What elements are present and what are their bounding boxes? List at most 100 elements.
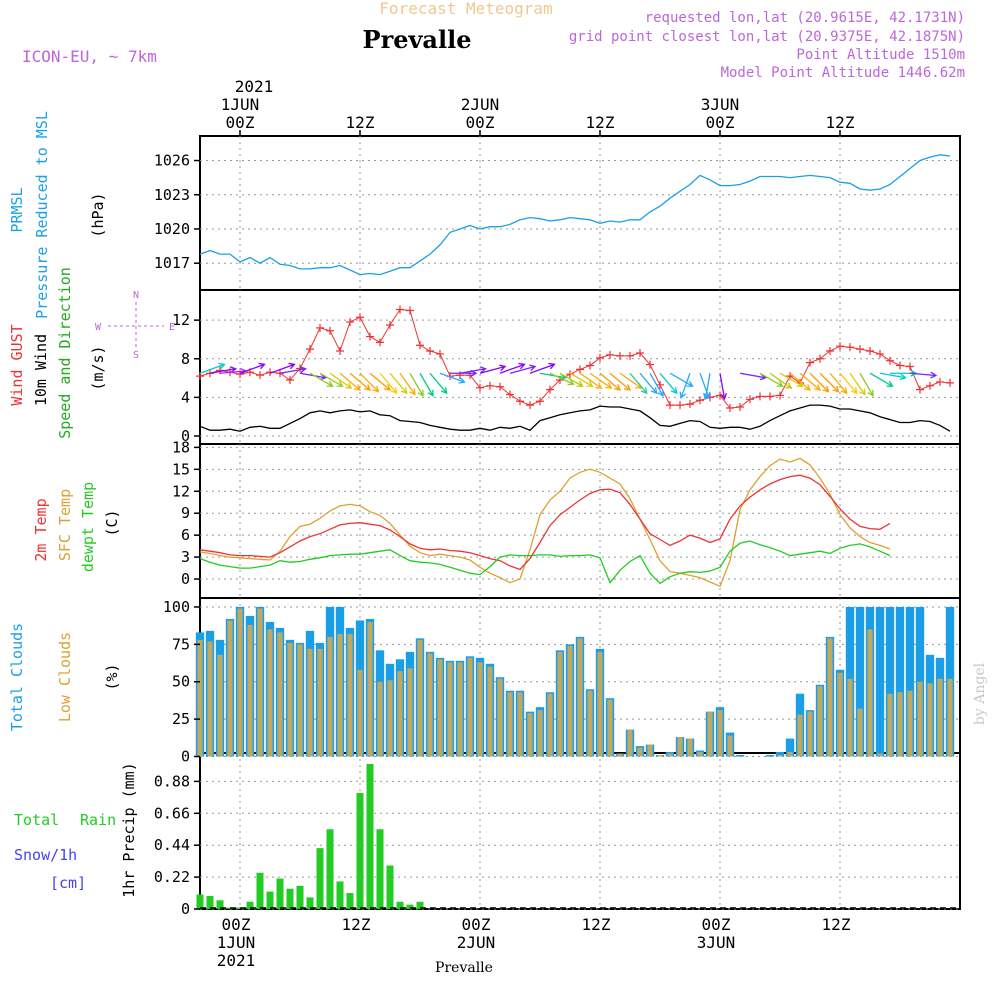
rain-bar (396, 901, 404, 909)
wind-arrow-head (785, 382, 793, 389)
wind-arrow (539, 372, 566, 379)
gust-marker (316, 323, 324, 332)
low-cloud-bar (807, 711, 813, 757)
low-cloud-bar (567, 645, 573, 757)
wind-arrow-head (776, 380, 784, 387)
low-cloud-bar (427, 653, 433, 757)
year-label-top: 2021 (235, 77, 274, 96)
low-cloud-bar (347, 633, 353, 757)
wind-arrow-head (345, 382, 353, 389)
low-cloud-bar (487, 666, 493, 757)
low-cloud-bar (387, 680, 393, 757)
time-label-bottom: 3JUN (697, 933, 736, 952)
rain-bar (306, 897, 314, 909)
precip-label-rain: Rain (80, 811, 116, 829)
gust-marker (626, 351, 634, 360)
low-cloud-bar (607, 699, 613, 757)
wind-arrow-head (650, 387, 658, 395)
low-cloud-bar (727, 735, 733, 757)
gust-marker (526, 401, 534, 410)
wind-arrow-head (567, 379, 575, 386)
pressure-panel-frame (199, 135, 961, 291)
wind-arrow (589, 372, 612, 389)
low-cloud-bar (407, 668, 413, 757)
wind-arrow (529, 363, 555, 374)
total-cloud-bar (765, 755, 775, 757)
gust-marker (696, 396, 704, 405)
gust-marker (516, 397, 524, 406)
wind-arrow (479, 365, 506, 374)
precip-ytick-label: 0.44 (154, 836, 190, 854)
wind-arrow (419, 372, 434, 397)
rain-bar (356, 793, 364, 909)
gust-marker (756, 392, 764, 401)
title-top: Forecast Meteogram (379, 0, 552, 18)
wind-arrow-head (822, 385, 830, 393)
rain-bar (266, 891, 274, 909)
rain-bar (286, 888, 294, 909)
wind-ytick-label: 0 (181, 427, 190, 445)
clouds-ytick-label: 50 (172, 673, 190, 691)
wind-arrow (849, 372, 866, 395)
wind-arrow (680, 373, 691, 398)
wind-label-gust: Wind GUST (8, 324, 26, 405)
time-label-top: 12Z (586, 113, 615, 132)
wind-arrow-head (326, 380, 334, 387)
gust-marker (346, 318, 354, 327)
bottom-station-label: Prevalle (435, 960, 493, 976)
wind-arrow (579, 372, 602, 389)
precip-ytick-label: 0.22 (154, 868, 190, 886)
gust-marker (926, 381, 934, 390)
gust-marker (886, 356, 894, 365)
low-cloud-bar (547, 693, 553, 757)
time-label-top: 00Z (226, 113, 255, 132)
temp-panel-frame (199, 443, 961, 599)
gust-marker (306, 345, 314, 354)
gust-marker (916, 385, 924, 394)
wind-arrow (269, 363, 295, 374)
rain-bar (366, 764, 374, 909)
gust-marker (326, 326, 334, 335)
wind-arrow-head (383, 384, 391, 391)
wind-arrow (559, 372, 583, 387)
pressure-ytick-label: 1023 (154, 186, 190, 204)
wind-arrow (719, 373, 726, 399)
time-label-top: 12Z (346, 113, 375, 132)
clouds-ytick-label: 100 (163, 598, 190, 616)
wind-arrow-head (702, 392, 710, 401)
cloud-label-total: Total Clouds (8, 623, 26, 731)
wind-arrow-head (299, 366, 307, 373)
total-cloud-bar (785, 738, 795, 757)
wind-arrow (459, 368, 486, 374)
wind-arrow (209, 368, 236, 374)
wind-arrow-head (640, 387, 648, 395)
gust-marker (686, 400, 694, 409)
wind-arrow (819, 372, 839, 393)
wind-arrow-head (458, 377, 466, 384)
precip-ytick-label: 0.88 (154, 772, 190, 790)
low-cloud-bar (237, 608, 243, 757)
wind-arrow (279, 368, 306, 374)
gust-marker (506, 390, 514, 399)
wind-arrow (809, 372, 829, 393)
gust-marker (936, 377, 944, 386)
wind-arrow (649, 372, 664, 397)
rain-bar (406, 904, 414, 909)
gust-marker (436, 349, 444, 358)
temp-ytick-label: 12 (172, 482, 190, 500)
wind-arrow-head (813, 384, 821, 391)
model-altitude: Model Point Altitude 1446.62m (721, 65, 965, 81)
low-cloud-bar (437, 659, 443, 757)
gust-marker (196, 372, 204, 381)
gust-marker (536, 397, 544, 406)
precip-labels: Total Rain Snow/1h [cm] 1hr Precip (mm) (14, 762, 138, 897)
wind-arrow-head (258, 362, 266, 370)
low-cloud-bar (597, 651, 603, 757)
time-label-top: 1JUN (221, 95, 260, 114)
gust-marker (636, 348, 644, 357)
wind-arrow-head (353, 384, 361, 391)
cloud-label-low: Low Clouds (56, 632, 74, 722)
wind-arrow (839, 372, 858, 394)
low-cloud-bar (917, 681, 923, 757)
wind-arrow-head (529, 364, 537, 372)
